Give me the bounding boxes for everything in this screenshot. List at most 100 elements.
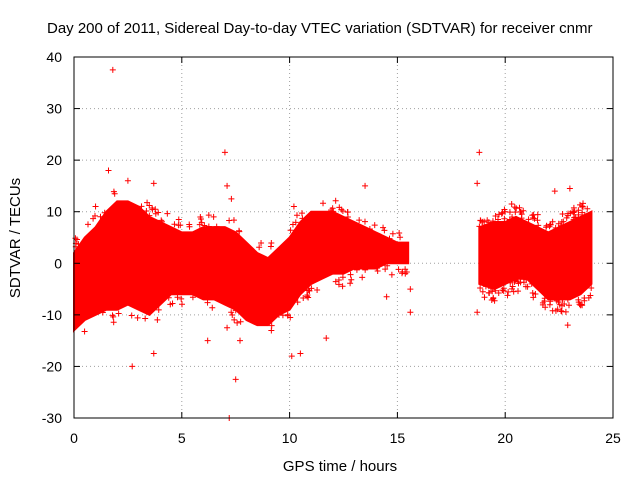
x-tick-label: 5: [178, 430, 186, 446]
data-point: [572, 214, 579, 221]
outlier-point: [566, 185, 573, 192]
data-point: [584, 205, 591, 212]
outlier-point: [204, 337, 211, 344]
data-point: [541, 295, 548, 302]
y-tick-label: -20: [42, 358, 62, 374]
data-point: [196, 221, 203, 228]
data-point: [506, 209, 513, 216]
outlier-point: [474, 309, 481, 316]
data-point: [558, 218, 565, 225]
data-point: [158, 217, 165, 224]
data-point: [565, 210, 572, 217]
data-point: [396, 229, 403, 236]
data-point: [546, 223, 553, 230]
data-point: [164, 210, 171, 217]
data-point: [279, 312, 286, 319]
outlier-point: [105, 167, 112, 174]
data-point: [305, 287, 312, 294]
outlier-point: [221, 149, 228, 156]
outlier-point: [150, 350, 157, 357]
x-tick-label: 15: [390, 430, 406, 446]
data-point: [558, 308, 565, 315]
data-band: [73, 200, 410, 333]
data-point: [506, 216, 513, 223]
data-point: [534, 217, 541, 224]
y-tick-label: 10: [46, 204, 62, 220]
data-point: [511, 204, 518, 211]
data-point: [513, 205, 520, 212]
data-point: [485, 219, 492, 226]
data-point: [522, 283, 529, 290]
outlier-point: [564, 322, 571, 329]
data-point: [477, 285, 484, 292]
data-point: [204, 299, 211, 306]
data-point: [338, 206, 345, 213]
data-point: [339, 283, 346, 290]
data-point: [298, 210, 305, 217]
data-point: [201, 222, 208, 229]
data-band: [478, 210, 593, 301]
data-point: [138, 203, 145, 210]
data-point: [268, 327, 275, 334]
data-point: [494, 216, 501, 223]
data-point: [287, 314, 294, 321]
data-point: [514, 278, 521, 285]
data-point: [489, 218, 496, 225]
data-point: [553, 297, 560, 304]
outlier-point: [290, 203, 297, 210]
data-point: [353, 266, 360, 273]
data-point: [579, 209, 586, 216]
data-point: [304, 293, 311, 300]
data-point: [395, 266, 402, 273]
outlier-point: [407, 286, 414, 293]
data-points: [72, 66, 595, 421]
outlier-point: [109, 66, 116, 73]
data-point: [559, 211, 566, 218]
data-point: [146, 212, 153, 219]
data-point: [571, 208, 578, 215]
data-point: [213, 223, 220, 230]
data-point: [232, 307, 239, 314]
data-point: [578, 301, 585, 308]
data-point: [528, 280, 535, 287]
data-point: [389, 230, 396, 237]
data-point: [134, 314, 141, 321]
data-point: [72, 235, 79, 242]
data-point: [361, 218, 368, 225]
data-point: [175, 216, 182, 223]
data-point: [293, 212, 300, 219]
data-point: [549, 307, 556, 314]
data-point: [314, 287, 321, 294]
data-point: [485, 289, 492, 296]
data-point: [380, 224, 387, 231]
data-point: [154, 316, 161, 323]
data-point: [210, 213, 217, 220]
data-point: [167, 301, 174, 308]
outlier-point: [474, 180, 481, 187]
y-tick-label: 40: [46, 49, 62, 65]
outlier-point: [129, 363, 136, 370]
data-point: [373, 265, 380, 272]
x-axis-label: GPS time / hours: [283, 458, 397, 475]
outlier-point: [237, 337, 244, 344]
data-point: [587, 292, 594, 299]
y-axis-label: SDTVAR / TECUs: [7, 178, 24, 298]
data-point: [189, 294, 196, 301]
outlier-point: [232, 376, 239, 383]
data-point: [292, 219, 299, 226]
data-point: [382, 266, 389, 273]
data-point: [110, 319, 117, 326]
data-point: [529, 212, 536, 219]
x-tick-labels: 0 5 10 15 20 25: [70, 430, 621, 446]
data-point: [258, 240, 265, 247]
data-point: [575, 299, 582, 306]
outlier-point: [92, 203, 99, 210]
data-point: [268, 239, 275, 246]
y-tick-label: 30: [46, 101, 62, 117]
x-tick-label: 0: [70, 430, 78, 446]
data-point: [530, 215, 537, 222]
data-point: [488, 296, 495, 303]
data-point: [236, 228, 243, 235]
data-point: [165, 294, 172, 301]
outlier-point: [228, 195, 235, 202]
